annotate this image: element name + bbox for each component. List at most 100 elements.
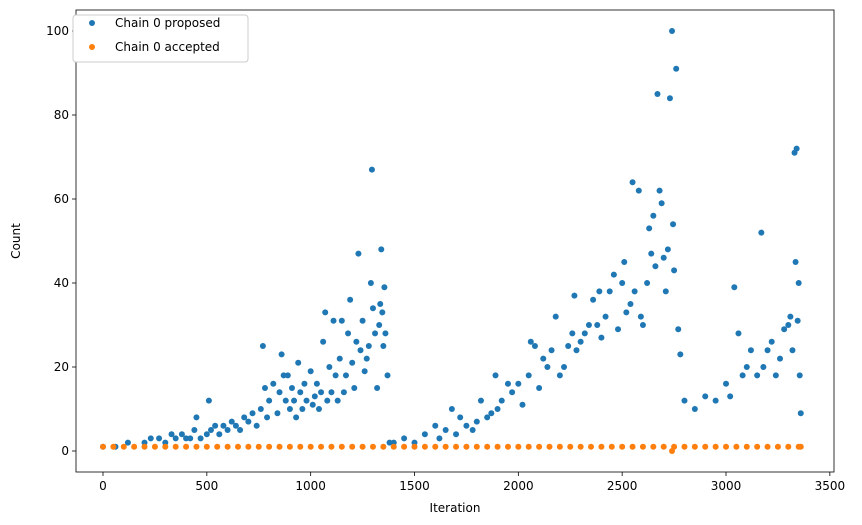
data-point: [328, 389, 335, 396]
data-point: [629, 443, 636, 450]
data-point: [669, 28, 676, 34]
data-point: [681, 397, 688, 404]
data-point: [702, 393, 709, 400]
data-point: [787, 313, 794, 320]
data-point: [401, 443, 408, 450]
y-tick-label: 60: [54, 192, 69, 206]
data-point: [234, 443, 241, 450]
data-point: [141, 443, 148, 450]
data-point: [214, 443, 221, 450]
data-point: [619, 443, 626, 450]
data-point: [197, 435, 204, 442]
data-point: [191, 427, 198, 433]
data-point: [193, 414, 200, 421]
data-point: [531, 343, 538, 349]
data-point: [377, 301, 384, 307]
data-point: [764, 443, 771, 450]
data-point: [297, 389, 304, 396]
x-tick-label: 2000: [503, 479, 534, 493]
data-point: [677, 351, 684, 358]
data-point: [299, 406, 306, 412]
data-point: [442, 427, 449, 433]
data-point: [590, 296, 597, 303]
data-point: [349, 443, 356, 450]
data-point: [498, 397, 505, 404]
data-point: [224, 427, 231, 433]
data-point: [253, 422, 260, 429]
legend-marker-proposed: [89, 20, 95, 26]
data-point: [463, 443, 470, 450]
data-point: [675, 326, 682, 333]
data-point: [662, 288, 669, 295]
data-point: [347, 296, 354, 303]
data-point: [797, 410, 804, 417]
data-point: [172, 435, 179, 442]
data-point: [168, 431, 175, 438]
data-point: [276, 443, 283, 450]
data-point: [338, 317, 345, 324]
data-point: [556, 443, 563, 450]
data-point: [596, 288, 603, 295]
data-point: [785, 322, 792, 328]
data-point: [519, 401, 526, 408]
data-point: [147, 435, 154, 442]
data-point: [286, 406, 293, 412]
data-point: [602, 313, 609, 320]
data-point: [255, 443, 262, 450]
x-axis-ticks: 0 500 1000 1500 2000 2500 3000 3500: [99, 472, 845, 493]
data-point: [342, 372, 349, 379]
data-point: [781, 326, 788, 333]
data-point: [577, 338, 584, 345]
data-point: [735, 330, 742, 337]
data-point: [361, 368, 368, 375]
data-point: [540, 355, 547, 362]
data-point: [340, 389, 347, 396]
data-point: [380, 443, 387, 450]
data-point: [681, 443, 688, 450]
data-point: [573, 347, 580, 354]
data-point: [525, 372, 532, 379]
data-point: [220, 422, 227, 429]
data-point: [100, 443, 106, 450]
data-point: [187, 435, 194, 442]
data-point: [390, 443, 397, 450]
data-point: [639, 322, 646, 328]
data-point: [357, 347, 364, 354]
data-point: [411, 443, 418, 450]
data-point: [569, 330, 576, 337]
data-point: [712, 443, 719, 450]
data-point: [623, 309, 630, 316]
data-point: [492, 372, 499, 379]
data-point: [552, 313, 559, 320]
data-point: [162, 443, 169, 450]
data-point: [768, 338, 775, 345]
data-point: [723, 380, 730, 387]
data-point: [561, 364, 568, 370]
data-point: [598, 334, 605, 341]
data-point: [301, 380, 308, 387]
data-point: [691, 443, 698, 450]
data-point: [141, 439, 148, 446]
data-point: [368, 166, 375, 173]
data-point: [353, 338, 360, 345]
data-point: [585, 322, 592, 328]
data-point: [178, 431, 185, 438]
series-proposed: [100, 28, 804, 450]
data-point: [363, 355, 370, 362]
data-point: [639, 443, 646, 450]
data-point: [733, 443, 740, 450]
data-point: [318, 389, 325, 396]
data-point: [369, 443, 376, 450]
data-point: [565, 343, 572, 349]
data-point: [183, 443, 190, 450]
data-point: [374, 385, 381, 391]
data-point: [293, 414, 300, 421]
data-point: [795, 280, 802, 286]
data-point: [494, 443, 501, 450]
data-point: [488, 410, 495, 417]
data-point: [691, 406, 698, 412]
data-point: [110, 443, 117, 450]
data-point: [367, 280, 374, 286]
data-point: [382, 330, 389, 337]
data-point: [556, 372, 563, 379]
